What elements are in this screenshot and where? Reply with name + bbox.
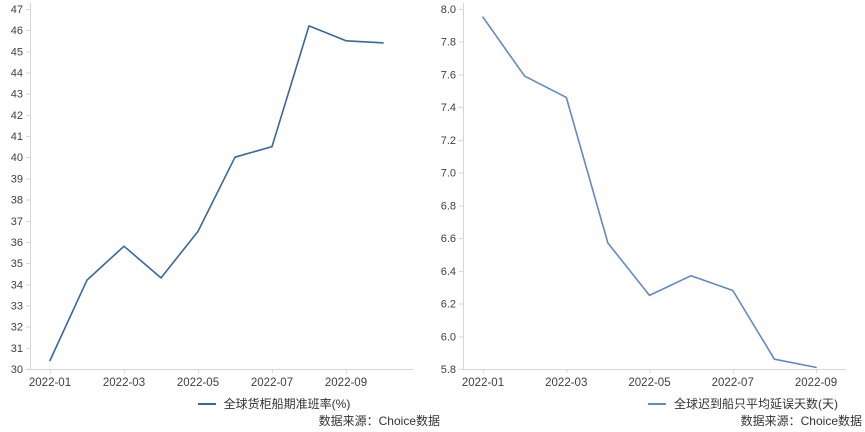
svg-text:7.4: 7.4 [441,102,456,114]
svg-text:2022-01: 2022-01 [462,377,504,389]
svg-text:40: 40 [11,152,23,164]
svg-text:7.2: 7.2 [441,135,456,147]
svg-text:42: 42 [11,110,23,122]
svg-text:36: 36 [11,237,23,249]
svg-text:6.4: 6.4 [441,266,456,278]
legend-schedule-reliability: 全球货柜船期准班率(%) [0,395,490,412]
chart-container-average-delay-days: 8.0 7.8 7.6 7.4 7.2 7.0 6.8 6.6 6.4 6.2 6.0 5.8 2022… [433,0,865,432]
data-source-note: 数据来源：Choice数据 [318,414,440,428]
svg-text:7.0: 7.0 [441,168,456,180]
svg-text:2022-05: 2022-05 [177,377,219,389]
svg-text:2022-07: 2022-07 [712,377,754,389]
data-source-note: 数据来源：Choice数据 [740,414,862,428]
svg-text:43: 43 [11,89,23,101]
svg-text:2022-01: 2022-01 [29,377,71,389]
svg-text:31: 31 [11,343,23,355]
svg-text:47: 47 [11,4,23,16]
svg-text:2022-07: 2022-07 [251,377,293,389]
legend-line-icon [648,402,666,405]
svg-text:44: 44 [11,68,23,80]
svg-text:30: 30 [11,364,23,376]
legend-average-delay-days: 全球迟到船只平均延误天数(天) [433,395,865,412]
svg-text:39: 39 [11,173,23,185]
svg-text:6.6: 6.6 [441,233,456,245]
svg-text:2022-03: 2022-03 [103,377,145,389]
svg-text:2022-05: 2022-05 [628,377,670,389]
svg-text:34: 34 [11,279,23,291]
svg-text:38: 38 [11,195,23,207]
svg-text:41: 41 [11,131,23,143]
svg-text:5.8: 5.8 [441,364,456,376]
svg-text:7.8: 7.8 [441,37,456,49]
svg-text:37: 37 [11,216,23,228]
line-chart-average-delay-days: 8.0 7.8 7.6 7.4 7.2 7.0 6.8 6.6 6.4 6.2 6.0 5.8 2022… [441,3,846,389]
legend-label: 全球迟到船只平均延误天数(天) [674,397,838,411]
svg-text:46: 46 [11,25,23,37]
svg-text:6.0: 6.0 [441,331,456,343]
line-chart-schedule-reliability: 47 46 45 44 43 42 41 40 39 38 37 36 35 34 33 32 31 30 2022… [11,3,413,389]
svg-text:2022-09: 2022-09 [795,377,837,389]
svg-text:33: 33 [11,300,23,312]
svg-text:7.6: 7.6 [441,69,456,81]
legend-label: 全球货柜船期准班率(%) [223,397,351,411]
chart-container-schedule-reliability: 47 46 45 44 43 42 41 40 39 38 37 36 35 34 33 32 31 30 2022… [0,0,440,432]
svg-text:2022-09: 2022-09 [325,377,367,389]
legend-line-icon [197,402,216,405]
svg-text:35: 35 [11,258,23,270]
svg-text:6.8: 6.8 [441,200,456,212]
svg-text:8.0: 8.0 [441,4,456,16]
svg-text:6.2: 6.2 [441,299,456,311]
svg-text:45: 45 [11,46,23,58]
svg-text:2022-03: 2022-03 [545,377,587,389]
svg-text:32: 32 [11,322,23,334]
